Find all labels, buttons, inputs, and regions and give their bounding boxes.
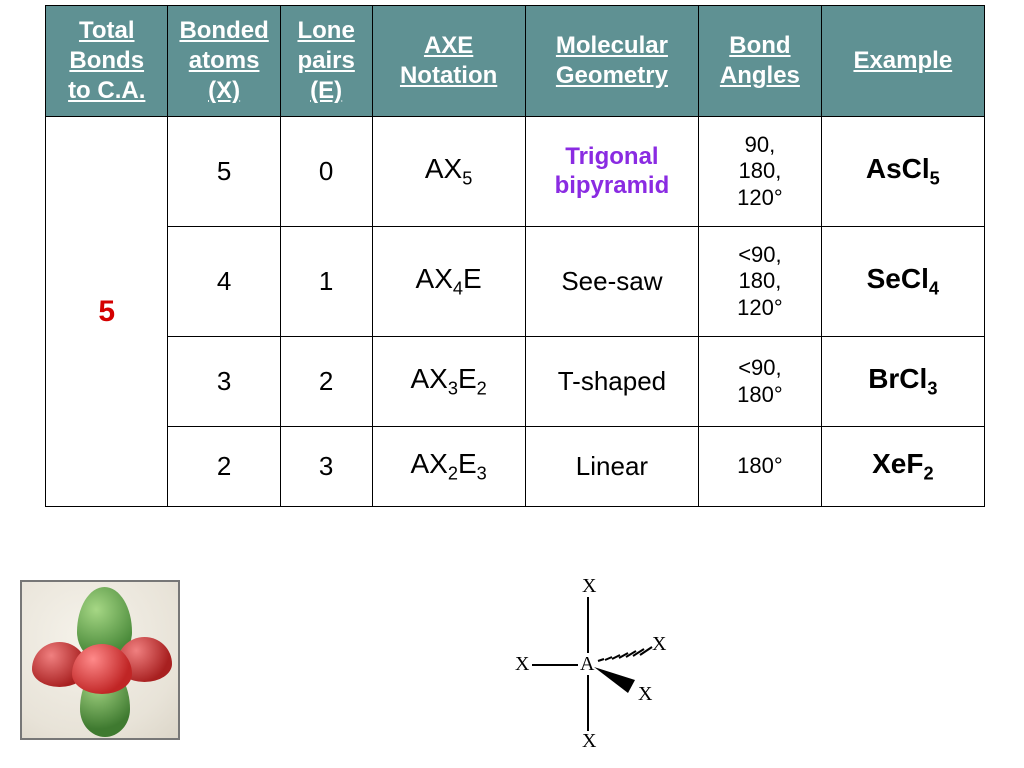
bonded-atoms-cell: 5 [168, 117, 280, 227]
bonded-atoms-cell: 2 [168, 427, 280, 507]
col-header-4: MolecularGeometry [525, 6, 699, 117]
total-bonds-cell: 5 [46, 117, 168, 507]
col-header-0: TotalBondsto C.A. [46, 6, 168, 117]
col-header-6: Example [821, 6, 984, 117]
col-header-2: Lonepairs(E) [280, 6, 372, 117]
col-header-1: Bondedatoms(X) [168, 6, 280, 117]
bonded-atoms-cell: 4 [168, 227, 280, 337]
bonded-atoms-cell: 3 [168, 337, 280, 427]
col-header-3: AXENotation [372, 6, 525, 117]
example-cell: XeF2 [821, 427, 984, 507]
bond-angles-cell: 180° [699, 427, 821, 507]
geometry-cell: See-saw [525, 227, 699, 337]
bond-angles-cell: 90,180,120° [699, 117, 821, 227]
axe-notation-cell: AX4E [372, 227, 525, 337]
col-header-5: BondAngles [699, 6, 821, 117]
bond-angles-cell: <90,180° [699, 337, 821, 427]
table-body: 550AX5Trigonalbipyramid90,180,120°AsCl54… [46, 117, 985, 507]
table-row: 32AX3E2T-shaped<90,180°BrCl3 [46, 337, 985, 427]
lone-pairs-cell: 0 [280, 117, 372, 227]
table-row: 23AX2E3Linear180°XeF2 [46, 427, 985, 507]
bond-angles-cell: <90,180,120° [699, 227, 821, 337]
bond-wedges [480, 575, 700, 755]
trigonal-bipyramid-diagram: A X X X X X [480, 575, 700, 755]
axe-notation-cell: AX2E3 [372, 427, 525, 507]
geometry-cell: Trigonalbipyramid [525, 117, 699, 227]
vsepr-table: TotalBondsto C.A.Bondedatoms(X)Lonepairs… [45, 5, 985, 507]
axe-notation-cell: AX3E2 [372, 337, 525, 427]
lone-pairs-cell: 3 [280, 427, 372, 507]
balloon-model-image [20, 580, 180, 740]
table-row: 550AX5Trigonalbipyramid90,180,120°AsCl5 [46, 117, 985, 227]
example-cell: BrCl3 [821, 337, 984, 427]
example-cell: AsCl5 [821, 117, 984, 227]
axe-notation-cell: AX5 [372, 117, 525, 227]
lone-pairs-cell: 1 [280, 227, 372, 337]
table-row: 41AX4ESee-saw<90,180,120°SeCl4 [46, 227, 985, 337]
geometry-cell: T-shaped [525, 337, 699, 427]
vsepr-table-container: TotalBondsto C.A.Bondedatoms(X)Lonepairs… [45, 5, 985, 507]
geometry-cell: Linear [525, 427, 699, 507]
example-cell: SeCl4 [821, 227, 984, 337]
header-row: TotalBondsto C.A.Bondedatoms(X)Lonepairs… [46, 6, 985, 117]
lone-pairs-cell: 2 [280, 337, 372, 427]
